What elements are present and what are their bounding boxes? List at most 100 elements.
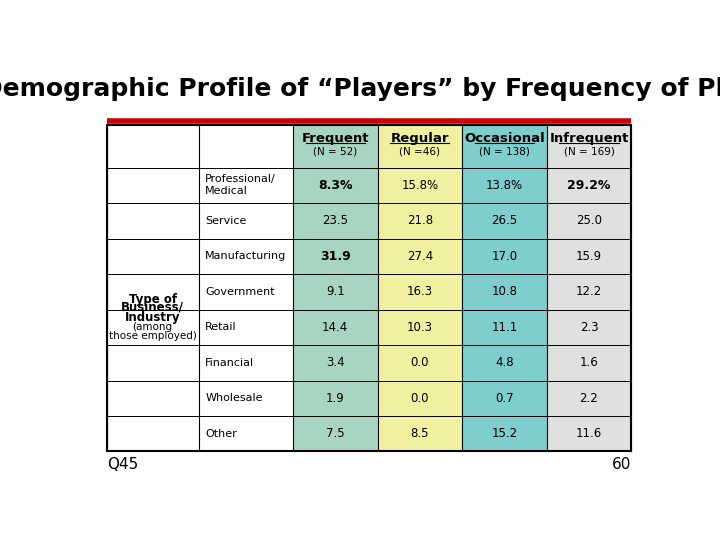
Text: Frequent: Frequent bbox=[302, 132, 369, 145]
Text: Infrequent: Infrequent bbox=[549, 132, 629, 145]
Text: 29.2%: 29.2% bbox=[567, 179, 611, 192]
Text: (N = 138): (N = 138) bbox=[479, 146, 530, 156]
Text: 60: 60 bbox=[612, 457, 631, 472]
Text: Retail: Retail bbox=[205, 322, 237, 332]
Text: those employed): those employed) bbox=[109, 330, 197, 341]
Text: 12.2: 12.2 bbox=[576, 285, 602, 298]
Text: (N = 52): (N = 52) bbox=[313, 146, 357, 156]
Text: 14.4: 14.4 bbox=[322, 321, 348, 334]
Bar bbox=[462, 274, 546, 309]
Bar bbox=[546, 416, 631, 451]
Text: 11.1: 11.1 bbox=[491, 321, 518, 334]
Bar bbox=[107, 416, 199, 451]
Bar bbox=[377, 203, 462, 239]
Bar bbox=[546, 345, 631, 381]
Text: 10.3: 10.3 bbox=[407, 321, 433, 334]
Bar bbox=[199, 274, 293, 309]
Bar bbox=[293, 274, 377, 309]
Text: Service: Service bbox=[205, 216, 247, 226]
Bar bbox=[293, 203, 377, 239]
Text: 15.8%: 15.8% bbox=[401, 179, 438, 192]
Bar bbox=[377, 239, 462, 274]
Bar bbox=[293, 345, 377, 381]
Bar bbox=[377, 345, 462, 381]
Text: 7.5: 7.5 bbox=[326, 427, 345, 440]
Text: 17.0: 17.0 bbox=[491, 250, 518, 263]
Bar bbox=[199, 416, 293, 451]
Bar bbox=[107, 309, 199, 345]
Bar bbox=[293, 416, 377, 451]
Text: Other: Other bbox=[205, 429, 237, 438]
Text: 4.8: 4.8 bbox=[495, 356, 513, 369]
Text: Financial: Financial bbox=[205, 358, 254, 368]
Text: 3.4: 3.4 bbox=[326, 356, 345, 369]
Text: 10.8: 10.8 bbox=[491, 285, 518, 298]
Bar bbox=[462, 203, 546, 239]
Bar bbox=[377, 416, 462, 451]
Text: (N =46): (N =46) bbox=[400, 146, 441, 156]
Text: 8.5: 8.5 bbox=[410, 427, 429, 440]
Text: Government: Government bbox=[205, 287, 275, 297]
Text: Demographic Profile of “Players” by Frequency of Play: Demographic Profile of “Players” by Freq… bbox=[0, 77, 720, 102]
Bar bbox=[107, 239, 199, 274]
Text: 25.0: 25.0 bbox=[576, 214, 602, 227]
Bar bbox=[377, 167, 462, 203]
Text: 2.2: 2.2 bbox=[580, 392, 598, 405]
Text: Business/: Business/ bbox=[121, 301, 184, 314]
Text: 1.6: 1.6 bbox=[580, 356, 598, 369]
Bar bbox=[199, 309, 293, 345]
Bar bbox=[107, 167, 199, 203]
Text: 21.8: 21.8 bbox=[407, 214, 433, 227]
Bar bbox=[107, 274, 199, 309]
Bar bbox=[546, 309, 631, 345]
Bar bbox=[199, 167, 293, 203]
Text: 16.3: 16.3 bbox=[407, 285, 433, 298]
Bar bbox=[546, 167, 631, 203]
Bar bbox=[462, 239, 546, 274]
Text: (N = 169): (N = 169) bbox=[564, 146, 614, 156]
Text: 27.4: 27.4 bbox=[407, 250, 433, 263]
Bar bbox=[293, 309, 377, 345]
Bar bbox=[293, 239, 377, 274]
Bar bbox=[199, 345, 293, 381]
Bar bbox=[462, 381, 546, 416]
Text: Type of: Type of bbox=[129, 293, 176, 306]
Bar bbox=[462, 345, 546, 381]
Text: 1.9: 1.9 bbox=[326, 392, 345, 405]
Bar bbox=[546, 274, 631, 309]
Text: Occasional: Occasional bbox=[464, 132, 545, 145]
Bar bbox=[546, 239, 631, 274]
Bar bbox=[107, 345, 199, 381]
Bar bbox=[546, 381, 631, 416]
Bar bbox=[377, 274, 462, 309]
Text: Professional/
Medical: Professional/ Medical bbox=[205, 174, 276, 196]
Text: 0.0: 0.0 bbox=[410, 392, 429, 405]
Bar bbox=[377, 309, 462, 345]
Bar bbox=[293, 167, 377, 203]
Text: 0.0: 0.0 bbox=[410, 356, 429, 369]
Bar bbox=[293, 381, 377, 416]
Bar bbox=[199, 239, 293, 274]
Bar bbox=[199, 203, 293, 239]
Text: Q45: Q45 bbox=[107, 457, 138, 472]
Text: 15.2: 15.2 bbox=[491, 427, 518, 440]
Text: 9.1: 9.1 bbox=[326, 285, 345, 298]
Bar bbox=[377, 381, 462, 416]
Text: Regular: Regular bbox=[390, 132, 449, 145]
Text: Manufacturing: Manufacturing bbox=[205, 251, 287, 261]
Text: 8.3%: 8.3% bbox=[318, 179, 353, 192]
Bar bbox=[199, 381, 293, 416]
Text: 31.9: 31.9 bbox=[320, 250, 351, 263]
Text: 0.7: 0.7 bbox=[495, 392, 513, 405]
Bar bbox=[107, 381, 199, 416]
Text: 11.6: 11.6 bbox=[576, 427, 602, 440]
Text: Industry: Industry bbox=[125, 312, 181, 325]
Text: 15.9: 15.9 bbox=[576, 250, 602, 263]
Bar bbox=[462, 416, 546, 451]
Text: 13.8%: 13.8% bbox=[486, 179, 523, 192]
Text: 26.5: 26.5 bbox=[491, 214, 518, 227]
Bar bbox=[462, 167, 546, 203]
Bar bbox=[462, 309, 546, 345]
Bar bbox=[107, 203, 199, 239]
Text: 23.5: 23.5 bbox=[323, 214, 348, 227]
